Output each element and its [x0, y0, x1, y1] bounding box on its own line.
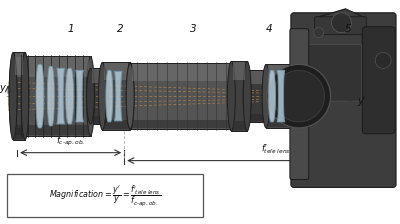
FancyBboxPatch shape	[249, 114, 264, 121]
Text: 1: 1	[67, 24, 74, 34]
Ellipse shape	[262, 64, 270, 128]
Text: $f_{c\text{-}ap.ob.}$: $f_{c\text{-}ap.ob.}$	[56, 135, 85, 148]
FancyBboxPatch shape	[15, 54, 23, 75]
Polygon shape	[57, 68, 65, 124]
Ellipse shape	[227, 61, 235, 131]
Polygon shape	[66, 68, 74, 124]
Text: y: y	[0, 83, 5, 93]
FancyBboxPatch shape	[15, 128, 23, 139]
Polygon shape	[316, 9, 365, 34]
Circle shape	[375, 52, 391, 68]
FancyBboxPatch shape	[132, 64, 241, 81]
Circle shape	[332, 13, 351, 33]
Circle shape	[273, 70, 325, 122]
Ellipse shape	[86, 56, 94, 136]
Polygon shape	[277, 70, 285, 122]
Polygon shape	[36, 64, 44, 128]
FancyBboxPatch shape	[315, 17, 366, 35]
FancyBboxPatch shape	[305, 45, 361, 101]
FancyBboxPatch shape	[15, 125, 88, 135]
FancyBboxPatch shape	[291, 13, 396, 187]
FancyBboxPatch shape	[15, 57, 88, 77]
Polygon shape	[47, 66, 54, 126]
Text: 5: 5	[345, 24, 352, 34]
Ellipse shape	[243, 70, 251, 122]
FancyBboxPatch shape	[102, 62, 130, 130]
FancyBboxPatch shape	[104, 63, 128, 80]
Polygon shape	[268, 70, 276, 122]
Ellipse shape	[9, 56, 17, 136]
Text: 2: 2	[117, 24, 124, 34]
FancyBboxPatch shape	[13, 52, 25, 140]
Ellipse shape	[292, 64, 300, 128]
Ellipse shape	[239, 63, 247, 129]
Ellipse shape	[98, 62, 106, 130]
FancyBboxPatch shape	[249, 71, 264, 84]
Polygon shape	[114, 71, 122, 121]
FancyBboxPatch shape	[231, 61, 247, 131]
Polygon shape	[106, 70, 113, 122]
FancyBboxPatch shape	[92, 69, 102, 83]
Polygon shape	[8, 64, 370, 128]
Text: $\mathit{Magnification} = \dfrac{y'}{y} = \dfrac{f'_{\!tele\ lens}}{f_{c\text{-}: $\mathit{Magnification} = \dfrac{y'}{y} …	[49, 183, 161, 208]
FancyBboxPatch shape	[13, 56, 90, 136]
FancyBboxPatch shape	[266, 64, 296, 128]
FancyBboxPatch shape	[362, 27, 395, 134]
FancyBboxPatch shape	[290, 29, 309, 179]
Ellipse shape	[243, 61, 251, 131]
Circle shape	[314, 28, 324, 38]
Text: 3: 3	[190, 24, 197, 34]
FancyBboxPatch shape	[7, 174, 202, 217]
Text: $f^{\prime}_{tele\ lens}$: $f^{\prime}_{tele\ lens}$	[261, 142, 291, 156]
FancyBboxPatch shape	[104, 121, 128, 129]
FancyBboxPatch shape	[233, 62, 245, 80]
Text: 4: 4	[266, 24, 272, 34]
FancyBboxPatch shape	[90, 68, 104, 124]
FancyBboxPatch shape	[247, 70, 266, 122]
Ellipse shape	[126, 63, 134, 129]
Ellipse shape	[9, 52, 17, 140]
Ellipse shape	[100, 68, 108, 124]
FancyBboxPatch shape	[132, 120, 241, 128]
FancyBboxPatch shape	[268, 119, 294, 127]
Circle shape	[267, 64, 330, 128]
FancyBboxPatch shape	[268, 65, 294, 81]
FancyBboxPatch shape	[92, 116, 102, 123]
Polygon shape	[76, 70, 84, 122]
FancyBboxPatch shape	[130, 63, 243, 129]
Text: y': y'	[357, 96, 366, 106]
FancyBboxPatch shape	[233, 121, 245, 130]
Ellipse shape	[86, 68, 94, 124]
Ellipse shape	[262, 70, 270, 122]
Ellipse shape	[126, 62, 134, 130]
Ellipse shape	[21, 52, 29, 140]
